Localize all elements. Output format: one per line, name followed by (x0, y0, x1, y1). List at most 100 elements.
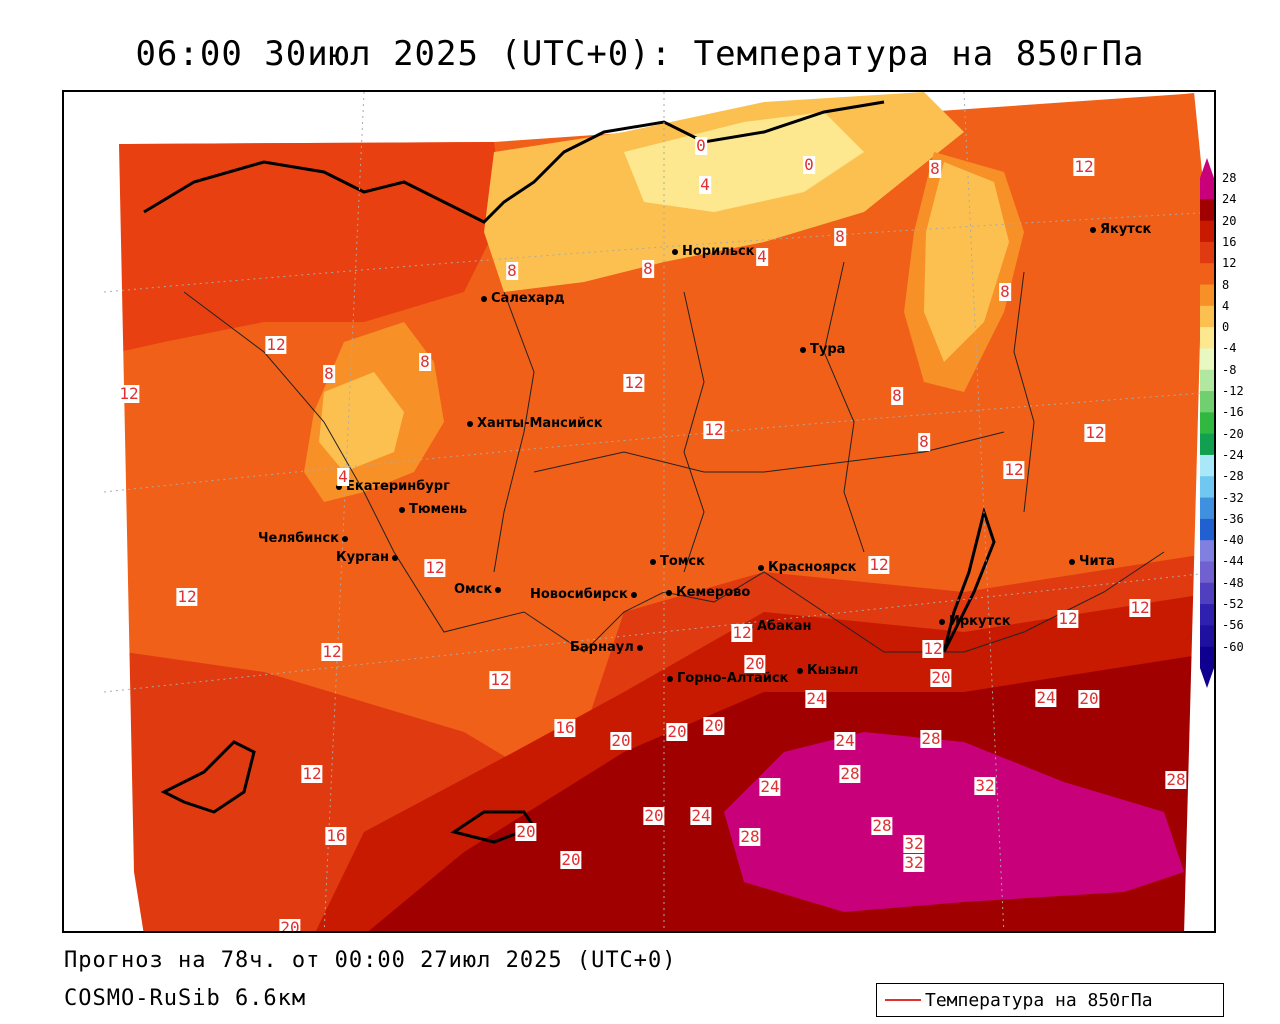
colorbar-segment (1200, 199, 1214, 222)
city-dot (391, 554, 398, 561)
temperature-colorbar (1200, 158, 1214, 688)
contour-label: 24 (690, 806, 712, 825)
contour-label: 16 (554, 718, 576, 737)
contour-label: 20 (703, 716, 725, 735)
city-novosibirsk: Новосибирск (530, 588, 641, 602)
city-krasnoyarsk: Красноярск (758, 561, 857, 575)
city-yakutsk: Якутск (1090, 223, 1151, 237)
colorbar-tick-label: 16 (1222, 234, 1237, 249)
city-omsk: Омск (454, 583, 505, 597)
contour-label: 8 (506, 261, 518, 280)
colorbar-tick-label: 12 (1222, 256, 1237, 271)
contour-label: 20 (279, 919, 301, 931)
contour-label: 12 (424, 558, 446, 577)
colorbar-segment (1200, 263, 1214, 286)
model-name: COSMO-RuSib 6.6км (64, 986, 307, 1011)
colorbar-tick-label: -24 (1222, 447, 1244, 462)
city-norilsk: Норильск (672, 245, 755, 259)
contour-label: 12 (731, 623, 753, 642)
colorbar-top-arrow (1200, 158, 1214, 178)
city-dot (1069, 558, 1075, 565)
colorbar-segment (1200, 476, 1214, 499)
colorbar-tick-label: -32 (1222, 490, 1244, 505)
colorbar-segment (1200, 604, 1214, 626)
colorbar-tick-label: 24 (1222, 192, 1237, 207)
temperature-map[interactable]: Норильск Якутск Салехард Тура Ханты-Манс… (62, 90, 1216, 933)
contour-label: 16 (325, 826, 347, 845)
colorbar-tick-label: -4 (1222, 341, 1237, 356)
colorbar-segment (1200, 412, 1214, 435)
colorbar-tick-label: 20 (1222, 213, 1237, 228)
city-dot (650, 558, 656, 565)
contour-label: 12 (301, 764, 323, 783)
colorbar-tick-label: -40 (1222, 533, 1244, 548)
contour-label: 12 (1129, 598, 1151, 617)
contour-label: 20 (643, 806, 665, 825)
city-yekaterinburg: Екатеринбург (336, 480, 450, 494)
contour-label: 12 (1073, 157, 1095, 176)
contour-label: 12 (1003, 460, 1025, 479)
colorbar-segment (1200, 625, 1214, 648)
city-tura: Тура (800, 343, 845, 357)
city-dot (666, 589, 672, 596)
contour-label: 8 (999, 282, 1011, 301)
contour-label: 24 (1035, 688, 1057, 707)
colorbar-tick-label: -48 (1222, 575, 1244, 590)
city-chelyabinsk: Челябинск (258, 532, 352, 546)
contour-label: 12 (489, 670, 511, 689)
colorbar-tick-label: -20 (1222, 426, 1244, 441)
city-abakan: Абакан (747, 620, 812, 634)
contour-label: 0 (695, 136, 707, 155)
colorbar-segment (1200, 178, 1214, 200)
contour-label: 28 (839, 764, 861, 783)
colorbar-segment (1200, 454, 1214, 477)
city-barnaul: Барнаул (570, 641, 647, 655)
contour-label: 20 (744, 654, 766, 673)
contour-label: 20 (930, 668, 952, 687)
contour-label: 28 (1165, 770, 1187, 789)
contour-label: 12 (265, 335, 287, 354)
colorbar-tick-label: 4 (1222, 298, 1230, 313)
city-dot (495, 586, 502, 593)
city-dot (939, 618, 945, 625)
contour-label: 4 (699, 175, 711, 194)
colorbar-tick-label: -8 (1222, 362, 1237, 377)
colorbar-tick-label: -36 (1222, 511, 1244, 526)
city-tyumen: Тюмень (399, 503, 467, 517)
contour-label: 12 (623, 373, 645, 392)
contour-label: 20 (560, 850, 582, 869)
colorbar-segment (1200, 391, 1214, 413)
contour-label: 20 (666, 722, 688, 741)
map-legend: Температура на 850гПа (876, 983, 1224, 1017)
city-dot (758, 564, 764, 571)
contour-label: 24 (759, 777, 781, 796)
contour-label: 8 (834, 227, 846, 246)
colorbar-tick-label: 8 (1222, 277, 1230, 292)
city-dot (800, 346, 806, 353)
contour-label: 8 (929, 159, 941, 178)
colorbar-bottom-arrow (1200, 668, 1214, 688)
city-dot (672, 248, 678, 255)
contour-label: 8 (323, 364, 335, 383)
contour-label: 28 (739, 827, 761, 846)
colorbar-segment (1200, 220, 1214, 243)
city-dot (467, 420, 473, 427)
contour-label: 24 (805, 689, 827, 708)
contour-label: 12 (868, 555, 890, 574)
colorbar-segment (1200, 646, 1214, 669)
city-tomsk: Томск (650, 555, 705, 569)
city-khanty-mansiysk: Ханты-Мансийск (467, 417, 603, 431)
city-dot (630, 591, 637, 598)
contour-label: 12 (922, 639, 944, 658)
city-dot (341, 535, 348, 542)
contour-label: 4 (337, 467, 349, 486)
contour-label: 4 (756, 247, 768, 266)
contour-label: 20 (610, 731, 632, 750)
city-kemerovo: Кемерово (666, 586, 750, 600)
legend-line-swatch (885, 999, 921, 1001)
colorbar-segment (1200, 348, 1214, 371)
colorbar-tick-label: 28 (1222, 171, 1237, 185)
forecast-info: Прогноз на 78ч. от 00:00 27июл 2025 (UTC… (64, 948, 677, 973)
colorbar-segment (1200, 518, 1214, 541)
city-dot (797, 667, 803, 674)
